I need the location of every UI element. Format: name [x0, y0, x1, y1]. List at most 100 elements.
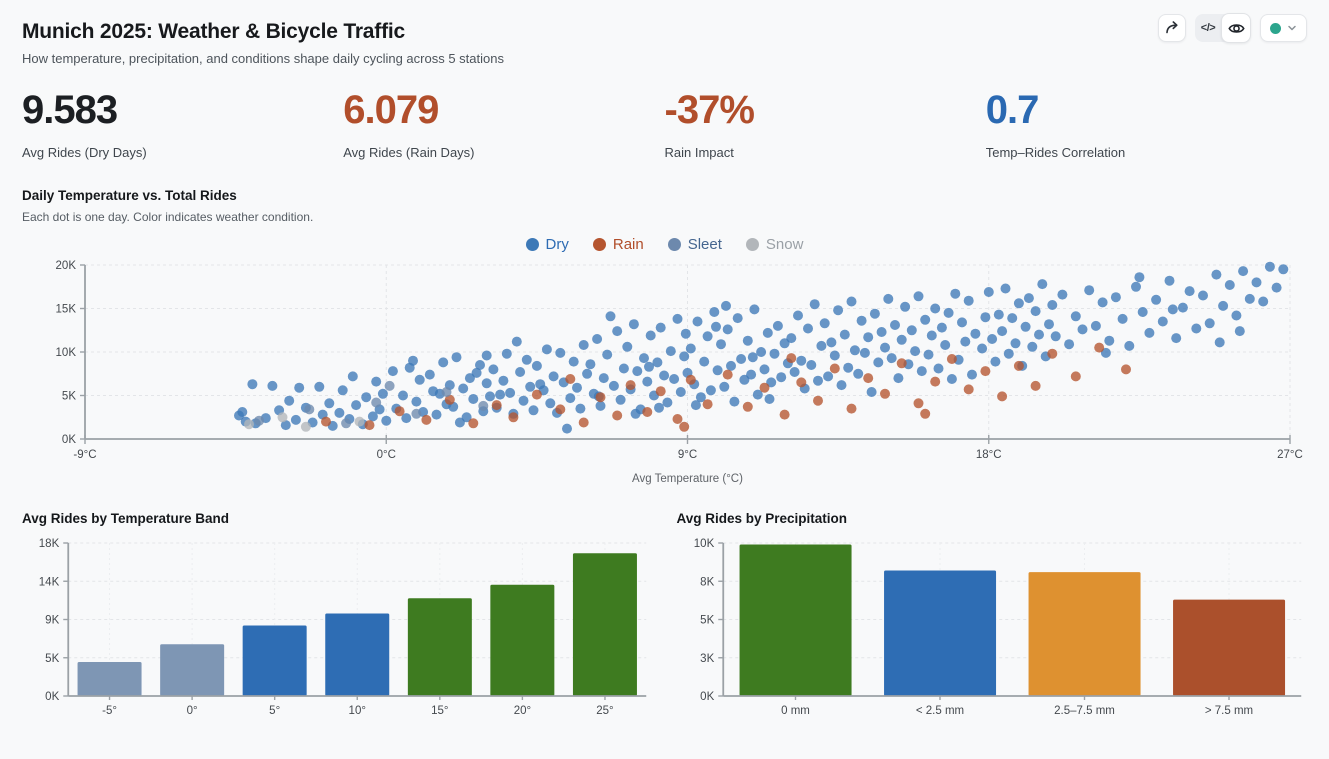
scatter-point[interactable]	[294, 382, 305, 393]
scatter-point[interactable]	[381, 415, 392, 426]
scatter-point[interactable]	[1121, 364, 1131, 375]
legend-item-sleet[interactable]: Sleet	[667, 236, 722, 253]
scatter-point[interactable]	[371, 397, 382, 408]
scatter-point[interactable]	[654, 402, 664, 413]
scatter-point[interactable]	[424, 369, 435, 380]
scatter-point[interactable]	[1027, 341, 1038, 352]
scatter-point[interactable]	[833, 305, 844, 316]
scatter-point[interactable]	[793, 310, 803, 321]
scatter-point[interactable]	[565, 393, 576, 404]
scatter-point[interactable]	[946, 374, 957, 384]
scatter-point[interactable]	[752, 389, 763, 400]
scatter-point[interactable]	[896, 358, 907, 369]
scatter-point[interactable]	[836, 380, 847, 391]
scatter-point[interactable]	[1047, 300, 1058, 310]
scatter-point[interactable]	[859, 347, 870, 358]
scatter-point[interactable]	[639, 353, 649, 364]
scatter-point[interactable]	[244, 419, 254, 430]
scatter-point[interactable]	[518, 395, 529, 406]
scatter-point[interactable]	[933, 363, 944, 374]
scatter-point[interactable]	[495, 389, 506, 400]
scatter-point[interactable]	[742, 335, 753, 346]
scatter-point[interactable]	[1023, 293, 1034, 304]
scatter-point[interactable]	[1100, 347, 1111, 358]
scatter-point[interactable]	[644, 361, 654, 372]
scatter-point[interactable]	[548, 371, 559, 382]
scatter-point[interactable]	[1198, 290, 1208, 301]
scatter-point[interactable]	[749, 304, 760, 315]
scatter-point[interactable]	[699, 356, 710, 367]
scatter-point[interactable]	[906, 325, 917, 336]
scatter-point[interactable]	[930, 303, 941, 314]
scatter-point[interactable]	[314, 381, 325, 392]
scatter-point[interactable]	[371, 376, 382, 387]
scatter-point[interactable]	[950, 288, 961, 299]
scatter-point[interactable]	[711, 321, 721, 332]
scatter-point[interactable]	[354, 416, 365, 427]
scatter-point[interactable]	[680, 328, 691, 339]
scatter-point[interactable]	[1044, 319, 1054, 330]
scatter-point[interactable]	[300, 421, 311, 432]
scatter-point[interactable]	[491, 400, 502, 411]
scatter-point[interactable]	[900, 301, 911, 312]
bar[interactable]	[1172, 599, 1285, 696]
scatter-point[interactable]	[746, 369, 757, 380]
scatter-point[interactable]	[709, 307, 720, 317]
scatter-point[interactable]	[1191, 323, 1202, 334]
scatter-point[interactable]	[642, 407, 653, 417]
scatter-point[interactable]	[578, 417, 589, 428]
scatter-point[interactable]	[1238, 266, 1249, 277]
scatter-point[interactable]	[936, 322, 947, 333]
scatter-point[interactable]	[585, 359, 596, 370]
scatter-point[interactable]	[1070, 371, 1081, 382]
scatter-point[interactable]	[1090, 320, 1101, 331]
bar[interactable]	[883, 570, 996, 697]
scatter-point[interactable]	[441, 387, 452, 397]
bar[interactable]	[1028, 572, 1141, 696]
scatter-point[interactable]	[655, 386, 666, 397]
scatter-point[interactable]	[967, 369, 977, 380]
scatter-point[interactable]	[923, 349, 934, 360]
scatter-point[interactable]	[1070, 311, 1081, 322]
scatter-point[interactable]	[846, 296, 857, 307]
scatter-point[interactable]	[809, 299, 820, 310]
bar[interactable]	[407, 598, 472, 696]
scatter-point[interactable]	[444, 394, 455, 405]
scatter-point[interactable]	[515, 367, 526, 377]
scatter-point[interactable]	[806, 360, 817, 370]
scatter-point[interactable]	[916, 366, 927, 377]
scatter-point[interactable]	[993, 309, 1004, 320]
code-toggle-button[interactable]: </>	[1195, 14, 1221, 42]
scatter-point[interactable]	[598, 373, 609, 384]
scatter-point[interactable]	[786, 333, 797, 344]
scatter-point[interactable]	[1007, 313, 1018, 324]
scatter-point[interactable]	[1231, 310, 1242, 321]
scatter-point[interactable]	[869, 308, 880, 319]
scatter-point[interactable]	[863, 373, 874, 384]
scatter-point[interactable]	[866, 387, 877, 397]
scatter-point[interactable]	[1258, 296, 1269, 307]
scatter-point[interactable]	[685, 374, 696, 385]
scatter-point[interactable]	[367, 411, 378, 422]
scatter-point[interactable]	[565, 374, 576, 384]
scatter-point[interactable]	[829, 350, 840, 361]
scatter-point[interactable]	[1050, 331, 1061, 342]
scatter-point[interactable]	[772, 320, 783, 331]
scatter-point[interactable]	[595, 400, 606, 411]
scatter-point[interactable]	[957, 317, 967, 328]
scatter-point[interactable]	[290, 414, 301, 425]
scatter-point[interactable]	[1077, 324, 1088, 335]
scatter-point[interactable]	[394, 406, 405, 417]
scatter-point[interactable]	[1171, 333, 1182, 344]
scatter-point[interactable]	[1134, 272, 1145, 283]
scatter-point[interactable]	[977, 343, 988, 354]
scatter-point[interactable]	[702, 399, 713, 410]
scatter-point[interactable]	[511, 336, 522, 347]
scatter-point[interactable]	[913, 398, 924, 409]
scatter-point[interactable]	[843, 362, 854, 373]
scatter-point[interactable]	[685, 343, 696, 354]
scatter-point[interactable]	[1137, 307, 1148, 317]
scatter-point[interactable]	[764, 394, 775, 404]
scatter-point[interactable]	[377, 388, 388, 399]
bar[interactable]	[739, 544, 852, 697]
